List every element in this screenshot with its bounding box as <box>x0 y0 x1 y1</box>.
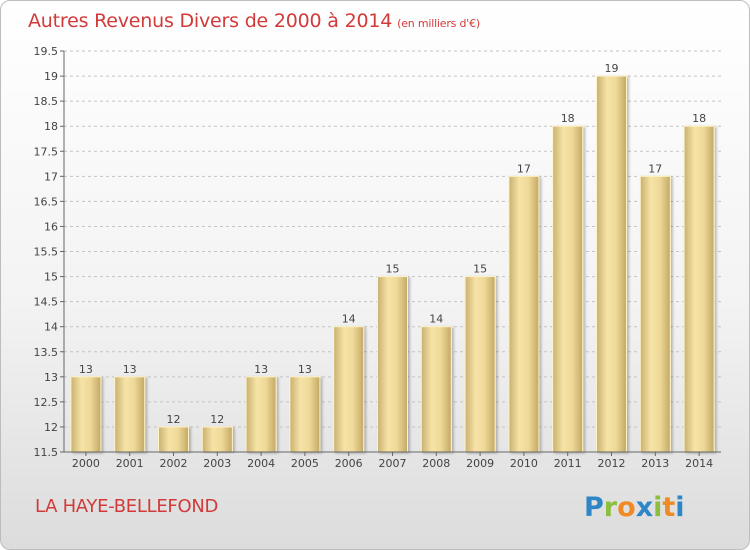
y-tick-label: 13 <box>44 371 58 384</box>
x-tick-label: 2013 <box>641 457 669 470</box>
bar-value-label: 12 <box>210 413 224 426</box>
bar-value-label: 18 <box>692 112 706 125</box>
chart-subtitle: (en milliers d'€) <box>397 17 481 30</box>
y-tick-label: 17.5 <box>34 145 59 158</box>
bar-value-label: 14 <box>342 313 356 326</box>
x-tick-label: 2005 <box>291 457 319 470</box>
bar <box>552 125 584 453</box>
bar <box>333 326 365 453</box>
y-tick-label: 16 <box>44 220 58 233</box>
x-tick-label: 2007 <box>379 457 407 470</box>
bar-value-label: 14 <box>429 313 443 326</box>
axis-layer: 11.5 12 12.5 13 13.5 14 14.5 15 15.5 16 16.5 17 17.5… <box>34 45 721 470</box>
bar-value-label: 18 <box>561 112 575 125</box>
bar <box>377 276 408 453</box>
y-tick-label: 15 <box>44 271 58 284</box>
svg-text:Proxiti: Proxiti <box>584 492 685 523</box>
proxiti-logo[interactable]: Proxiti <box>584 488 694 524</box>
bar-value-label: 19 <box>605 62 619 75</box>
bar <box>639 175 671 453</box>
x-tick-label: 2006 <box>335 457 363 470</box>
y-tick-label: 16.5 <box>34 195 59 208</box>
x-tick-label: 2010 <box>510 457 538 470</box>
x-tick-label: 2004 <box>247 457 275 470</box>
chart-title-text: Autres Revenus Divers de 2000 à 2014 <box>28 10 393 32</box>
y-tick-label: 19.5 <box>34 45 59 58</box>
y-tick-label: 12 <box>44 421 58 434</box>
bar-value-label: 17 <box>517 162 531 175</box>
bar-value-label: 13 <box>298 363 312 376</box>
y-tick-label: 12.5 <box>34 396 59 409</box>
x-tick-label: 2009 <box>466 457 494 470</box>
bar-value-label: 13 <box>79 363 93 376</box>
y-tick-label: 14 <box>44 321 58 334</box>
x-tick-label: 2012 <box>598 457 626 470</box>
y-tick-label: 14.5 <box>34 296 59 309</box>
bar-value-label: 13 <box>254 363 268 376</box>
bar-value-label: 13 <box>123 363 137 376</box>
bar <box>245 376 277 453</box>
x-tick-label: 2003 <box>203 457 231 470</box>
bars-layer <box>70 75 715 453</box>
x-tick-label: 2000 <box>72 457 100 470</box>
x-tick-label: 2011 <box>554 457 582 470</box>
bar <box>289 376 321 453</box>
y-tick-label: 13.5 <box>34 346 59 359</box>
commune-name: LA HAYE-BELLEFOND <box>35 496 219 517</box>
y-tick-label: 11.5 <box>34 446 59 459</box>
y-tick-label: 15.5 <box>34 246 59 259</box>
bar-value-label: 15 <box>386 263 400 276</box>
x-tick-label: 2002 <box>160 457 188 470</box>
y-tick-label: 18 <box>44 120 58 133</box>
y-tick-label: 17 <box>44 170 58 183</box>
bar <box>114 376 146 453</box>
bar <box>420 326 452 453</box>
bar-value-label: 15 <box>473 263 487 276</box>
bar <box>201 426 233 453</box>
bar <box>683 125 715 453</box>
bar <box>70 376 102 453</box>
x-tick-label: 2008 <box>422 457 450 470</box>
bar <box>464 276 496 453</box>
y-tick-label: 19 <box>44 70 58 83</box>
y-tick-label: 18.5 <box>34 95 59 108</box>
bar <box>508 175 540 453</box>
bar-value-label: 17 <box>648 162 662 175</box>
bar <box>158 426 189 453</box>
chart-title: Autres Revenus Divers de 2000 à 2014 (en … <box>28 10 480 32</box>
bar-value-label: 12 <box>167 413 181 426</box>
x-tick-label: 2014 <box>685 457 713 470</box>
x-tick-label: 2001 <box>116 457 144 470</box>
bar <box>596 75 627 453</box>
